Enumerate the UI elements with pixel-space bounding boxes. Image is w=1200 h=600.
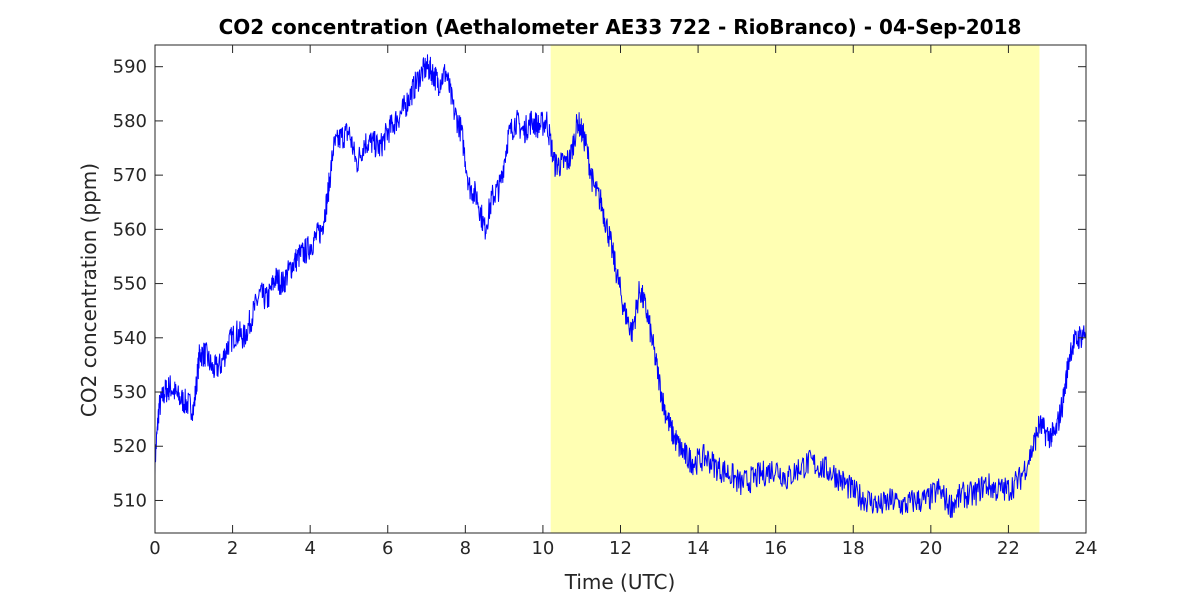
x-tick-label: 14	[687, 538, 710, 559]
y-tick-label: 550	[113, 274, 147, 295]
x-tick-label: 12	[609, 538, 632, 559]
y-tick-label: 580	[113, 111, 147, 132]
x-tick-label: 8	[460, 538, 471, 559]
x-tick-label: 20	[919, 538, 942, 559]
x-tick-label: 18	[842, 538, 865, 559]
y-tick-label: 530	[113, 382, 147, 403]
y-tick-label: 510	[113, 490, 147, 511]
x-axis-label: Time (UTC)	[564, 570, 676, 594]
y-axis: 510 520 530 540 550 560 570 580 590	[113, 57, 1086, 511]
x-tick-label: 10	[531, 538, 554, 559]
x-tick-label: 2	[227, 538, 238, 559]
y-axis-label: CO2 concentration (ppm)	[77, 163, 101, 417]
y-tick-label: 560	[113, 219, 147, 240]
y-tick-label: 520	[113, 436, 147, 457]
chart-title: CO2 concentration (Aethalometer AE33 722…	[219, 15, 1022, 39]
y-tick-label: 590	[113, 57, 147, 78]
x-axis: 0 2 4 6 8 10 12 14 16 18 20 22 24	[149, 45, 1097, 559]
x-tick-label: 4	[304, 538, 315, 559]
highlight-band	[550, 45, 1040, 533]
series-layer	[155, 54, 1086, 519]
y-tick-label: 570	[113, 165, 147, 186]
x-tick-label: 6	[382, 538, 393, 559]
series-line-0	[155, 54, 1086, 519]
y-tick-label: 540	[113, 328, 147, 349]
x-tick-label: 16	[764, 538, 787, 559]
x-tick-label: 0	[149, 538, 160, 559]
x-tick-label: 24	[1075, 538, 1098, 559]
x-tick-label: 22	[997, 538, 1020, 559]
